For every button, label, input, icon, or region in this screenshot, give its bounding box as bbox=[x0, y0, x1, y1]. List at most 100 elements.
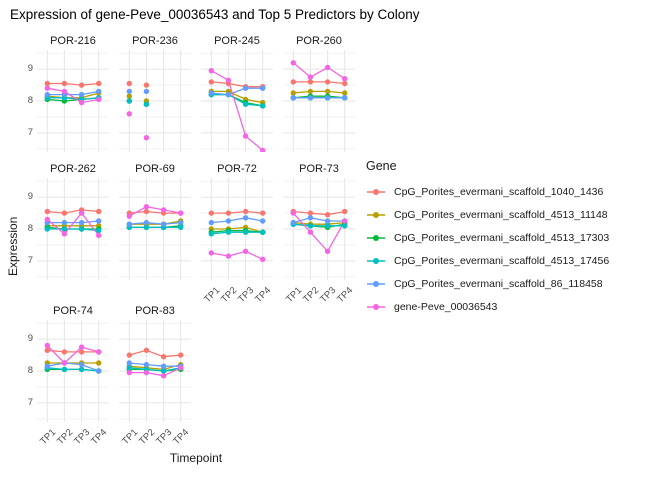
data-point bbox=[78, 91, 85, 98]
data-point bbox=[324, 95, 331, 101]
series-line bbox=[129, 349, 181, 358]
data-point bbox=[143, 101, 150, 107]
series-line bbox=[211, 93, 263, 107]
legend-item-label: CpG_Porites_evermani_scaffold_86_118458 bbox=[394, 277, 603, 290]
data-point bbox=[44, 363, 50, 369]
facet-panel bbox=[119, 320, 191, 422]
data-point bbox=[307, 210, 314, 216]
data-point bbox=[342, 90, 348, 96]
legend-key-icon bbox=[367, 280, 385, 287]
data-point bbox=[78, 82, 85, 88]
facet-strip-label: POR-74 bbox=[53, 305, 93, 317]
series-line bbox=[211, 250, 263, 260]
data-point bbox=[225, 253, 232, 259]
series-line bbox=[47, 349, 99, 353]
data-point bbox=[96, 218, 102, 224]
legend-item-label: CpG_Porites_evermani_scaffold_4513_11148 bbox=[394, 208, 608, 221]
facet-panel bbox=[283, 178, 355, 280]
data-point bbox=[44, 216, 50, 223]
data-point bbox=[242, 208, 249, 215]
data-point bbox=[290, 210, 296, 216]
data-point bbox=[160, 373, 167, 379]
x-tick-label: TP4 bbox=[89, 427, 110, 448]
data-point bbox=[242, 101, 249, 107]
data-point bbox=[44, 226, 50, 232]
data-point bbox=[307, 74, 314, 80]
data-point bbox=[96, 349, 102, 355]
x-tick-label: TP1 bbox=[119, 427, 141, 448]
series-line bbox=[211, 93, 263, 107]
data-point bbox=[242, 229, 249, 235]
data-point bbox=[143, 135, 150, 141]
series-line bbox=[46, 212, 100, 236]
data-point bbox=[260, 256, 266, 262]
data-point bbox=[178, 224, 184, 231]
data-point bbox=[342, 223, 348, 229]
data-point bbox=[208, 231, 214, 237]
series-line bbox=[211, 81, 263, 88]
data-point bbox=[260, 210, 266, 216]
data-point bbox=[178, 352, 184, 358]
facet-panel bbox=[37, 178, 109, 280]
series-line bbox=[292, 212, 346, 253]
x-tick-label: TP3 bbox=[236, 285, 257, 306]
data-point bbox=[324, 88, 331, 95]
y-tick-label: 8 bbox=[27, 223, 33, 234]
data-point bbox=[96, 80, 102, 87]
data-point bbox=[61, 80, 68, 87]
series-line bbox=[211, 229, 263, 233]
data-point bbox=[78, 226, 85, 232]
series-line bbox=[47, 367, 99, 372]
data-point bbox=[78, 361, 85, 368]
data-point bbox=[225, 210, 232, 216]
legend-item: CpG_Porites_evermani_scaffold_4513_17456 bbox=[366, 252, 609, 269]
x-tick-label: TP2 bbox=[55, 427, 76, 448]
facet-panel bbox=[37, 320, 109, 422]
legend-item: CpG_Porites_evermani_scaffold_4513_11148 bbox=[366, 206, 609, 223]
data-point bbox=[324, 64, 331, 71]
data-point bbox=[208, 210, 214, 216]
series-line bbox=[293, 210, 345, 216]
data-point bbox=[160, 207, 167, 213]
series-line bbox=[293, 217, 345, 224]
data-point bbox=[307, 88, 314, 95]
legend-item: gene-Peve_00036543 bbox=[366, 298, 609, 315]
series-line bbox=[293, 81, 345, 85]
series-line bbox=[211, 231, 263, 235]
y-tick-label: 7 bbox=[27, 396, 33, 408]
data-point bbox=[78, 344, 85, 350]
data-point bbox=[143, 204, 150, 210]
data-point bbox=[126, 80, 132, 87]
data-point bbox=[290, 60, 296, 66]
series-line bbox=[211, 87, 263, 96]
series-line bbox=[47, 87, 99, 104]
data-point bbox=[307, 215, 314, 221]
data-point bbox=[160, 363, 167, 369]
series-line bbox=[129, 220, 181, 225]
legend-item: CpG_Porites_evermani_scaffold_86_118458 bbox=[366, 275, 609, 292]
data-point bbox=[290, 95, 296, 101]
facet-strip-label: POR-260 bbox=[296, 35, 342, 47]
data-point bbox=[96, 208, 102, 215]
data-point bbox=[225, 77, 232, 83]
x-tick-label: TP2 bbox=[219, 285, 240, 306]
x-tick-label: TP1 bbox=[201, 285, 223, 306]
data-point bbox=[126, 360, 132, 366]
data-point bbox=[126, 221, 132, 227]
y-tick-label: 9 bbox=[27, 333, 33, 345]
facet-strip-label: POR-236 bbox=[132, 35, 178, 47]
facet-panel bbox=[119, 50, 191, 152]
series-line bbox=[129, 363, 181, 371]
data-point bbox=[143, 208, 150, 215]
data-point bbox=[290, 90, 296, 96]
legend-item: CpG_Porites_evermani_scaffold_1040_1436 bbox=[366, 183, 609, 200]
data-point bbox=[126, 213, 132, 219]
y-tick-label: 8 bbox=[27, 95, 33, 106]
legend-item-label: CpG_Porites_evermani_scaffold_4513_17456 bbox=[394, 254, 610, 267]
data-point bbox=[342, 208, 348, 215]
legend-item-label: gene-Peve_00036543 bbox=[394, 300, 498, 313]
series-line bbox=[211, 90, 263, 104]
data-point bbox=[225, 91, 232, 98]
series-line bbox=[47, 82, 99, 86]
data-point bbox=[260, 218, 266, 224]
